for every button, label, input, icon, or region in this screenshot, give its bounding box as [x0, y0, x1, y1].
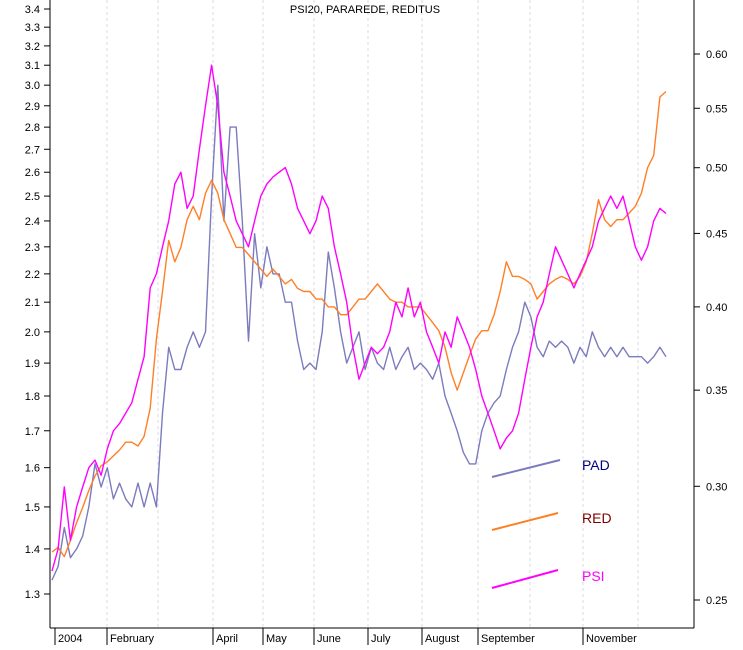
left-tick-label: 2.5: [25, 191, 40, 203]
series-line-red: [51, 90, 667, 558]
left-tick-label: 2.0: [25, 327, 40, 339]
x-axis-ticks: 2004 February April May June July August Septem…: [54, 628, 637, 645]
right-tick-label: 0.40: [706, 302, 727, 314]
left-tick-label: 3.1: [25, 60, 40, 72]
right-axis-ticks: 0.25 0.30 0.35 0.40 0.45 0.50 0.55 0.60: [694, 49, 727, 607]
series-line-psi: [51, 64, 667, 572]
month-label: September: [481, 633, 535, 645]
legend-swatch-psi: [491, 569, 559, 589]
legend: PAD RED PSI: [491, 457, 612, 589]
left-tick-label: 1.6: [25, 463, 40, 475]
axis-layer: [49, 0, 695, 629]
month-label: November: [586, 633, 637, 645]
left-tick-label: 2.3: [25, 242, 40, 254]
left-tick-label: 2.9: [25, 101, 40, 113]
series-layer: [51, 64, 667, 581]
left-tick-label: 1.8: [25, 391, 40, 403]
month-label: July: [371, 633, 391, 645]
left-tick-label: 2.8: [25, 122, 40, 134]
right-tick-label: 0.25: [706, 595, 727, 607]
left-tick-label: 2.4: [25, 216, 40, 228]
legend-swatch-red: [491, 512, 559, 531]
left-tick-label: 1.4: [25, 544, 40, 556]
left-tick-label: 3.2: [25, 41, 40, 53]
legend-label-psi: PSI: [582, 568, 605, 584]
legend-label-red: RED: [582, 510, 612, 526]
left-tick-label: 1.5: [25, 502, 40, 514]
month-label: May: [266, 633, 287, 645]
chart-title: PSI20, PARAREDE, REDITUS: [290, 4, 440, 16]
left-tick-label: 2.6: [25, 167, 40, 179]
left-tick-label: 3.0: [25, 80, 40, 92]
month-label: April: [216, 633, 238, 645]
left-tick-label: 1.7: [25, 426, 40, 438]
left-tick-label: 1.9: [25, 358, 40, 370]
month-label: June: [317, 633, 341, 645]
left-tick-label: 3.3: [25, 22, 40, 34]
left-axis-ticks: 1.3 1.4 1.5 1.6 1.7 1.8 1.9 2.0 2.1 2.2 2.3 2.4 2.5 2…: [25, 4, 50, 601]
month-label: 2004: [58, 633, 82, 645]
right-tick-label: 0.50: [706, 163, 727, 175]
right-tick-label: 0.35: [706, 385, 727, 397]
legend-swatch-pad: [491, 459, 561, 478]
left-tick-label: 1.3: [25, 589, 40, 601]
left-tick-label: 2.1: [25, 297, 40, 309]
month-label: February: [110, 633, 155, 645]
right-tick-label: 0.60: [706, 49, 727, 61]
left-tick-label: 2.2: [25, 269, 40, 281]
right-tick-label: 0.55: [706, 103, 727, 115]
month-label: August: [425, 633, 459, 645]
legend-label-pad: PAD: [582, 457, 610, 473]
right-tick-label: 0.45: [706, 228, 727, 240]
series-line-pad: [51, 84, 667, 581]
left-tick-label: 2.7: [25, 144, 40, 156]
left-tick-label: 3.4: [25, 4, 40, 16]
right-tick-label: 0.30: [706, 481, 727, 493]
